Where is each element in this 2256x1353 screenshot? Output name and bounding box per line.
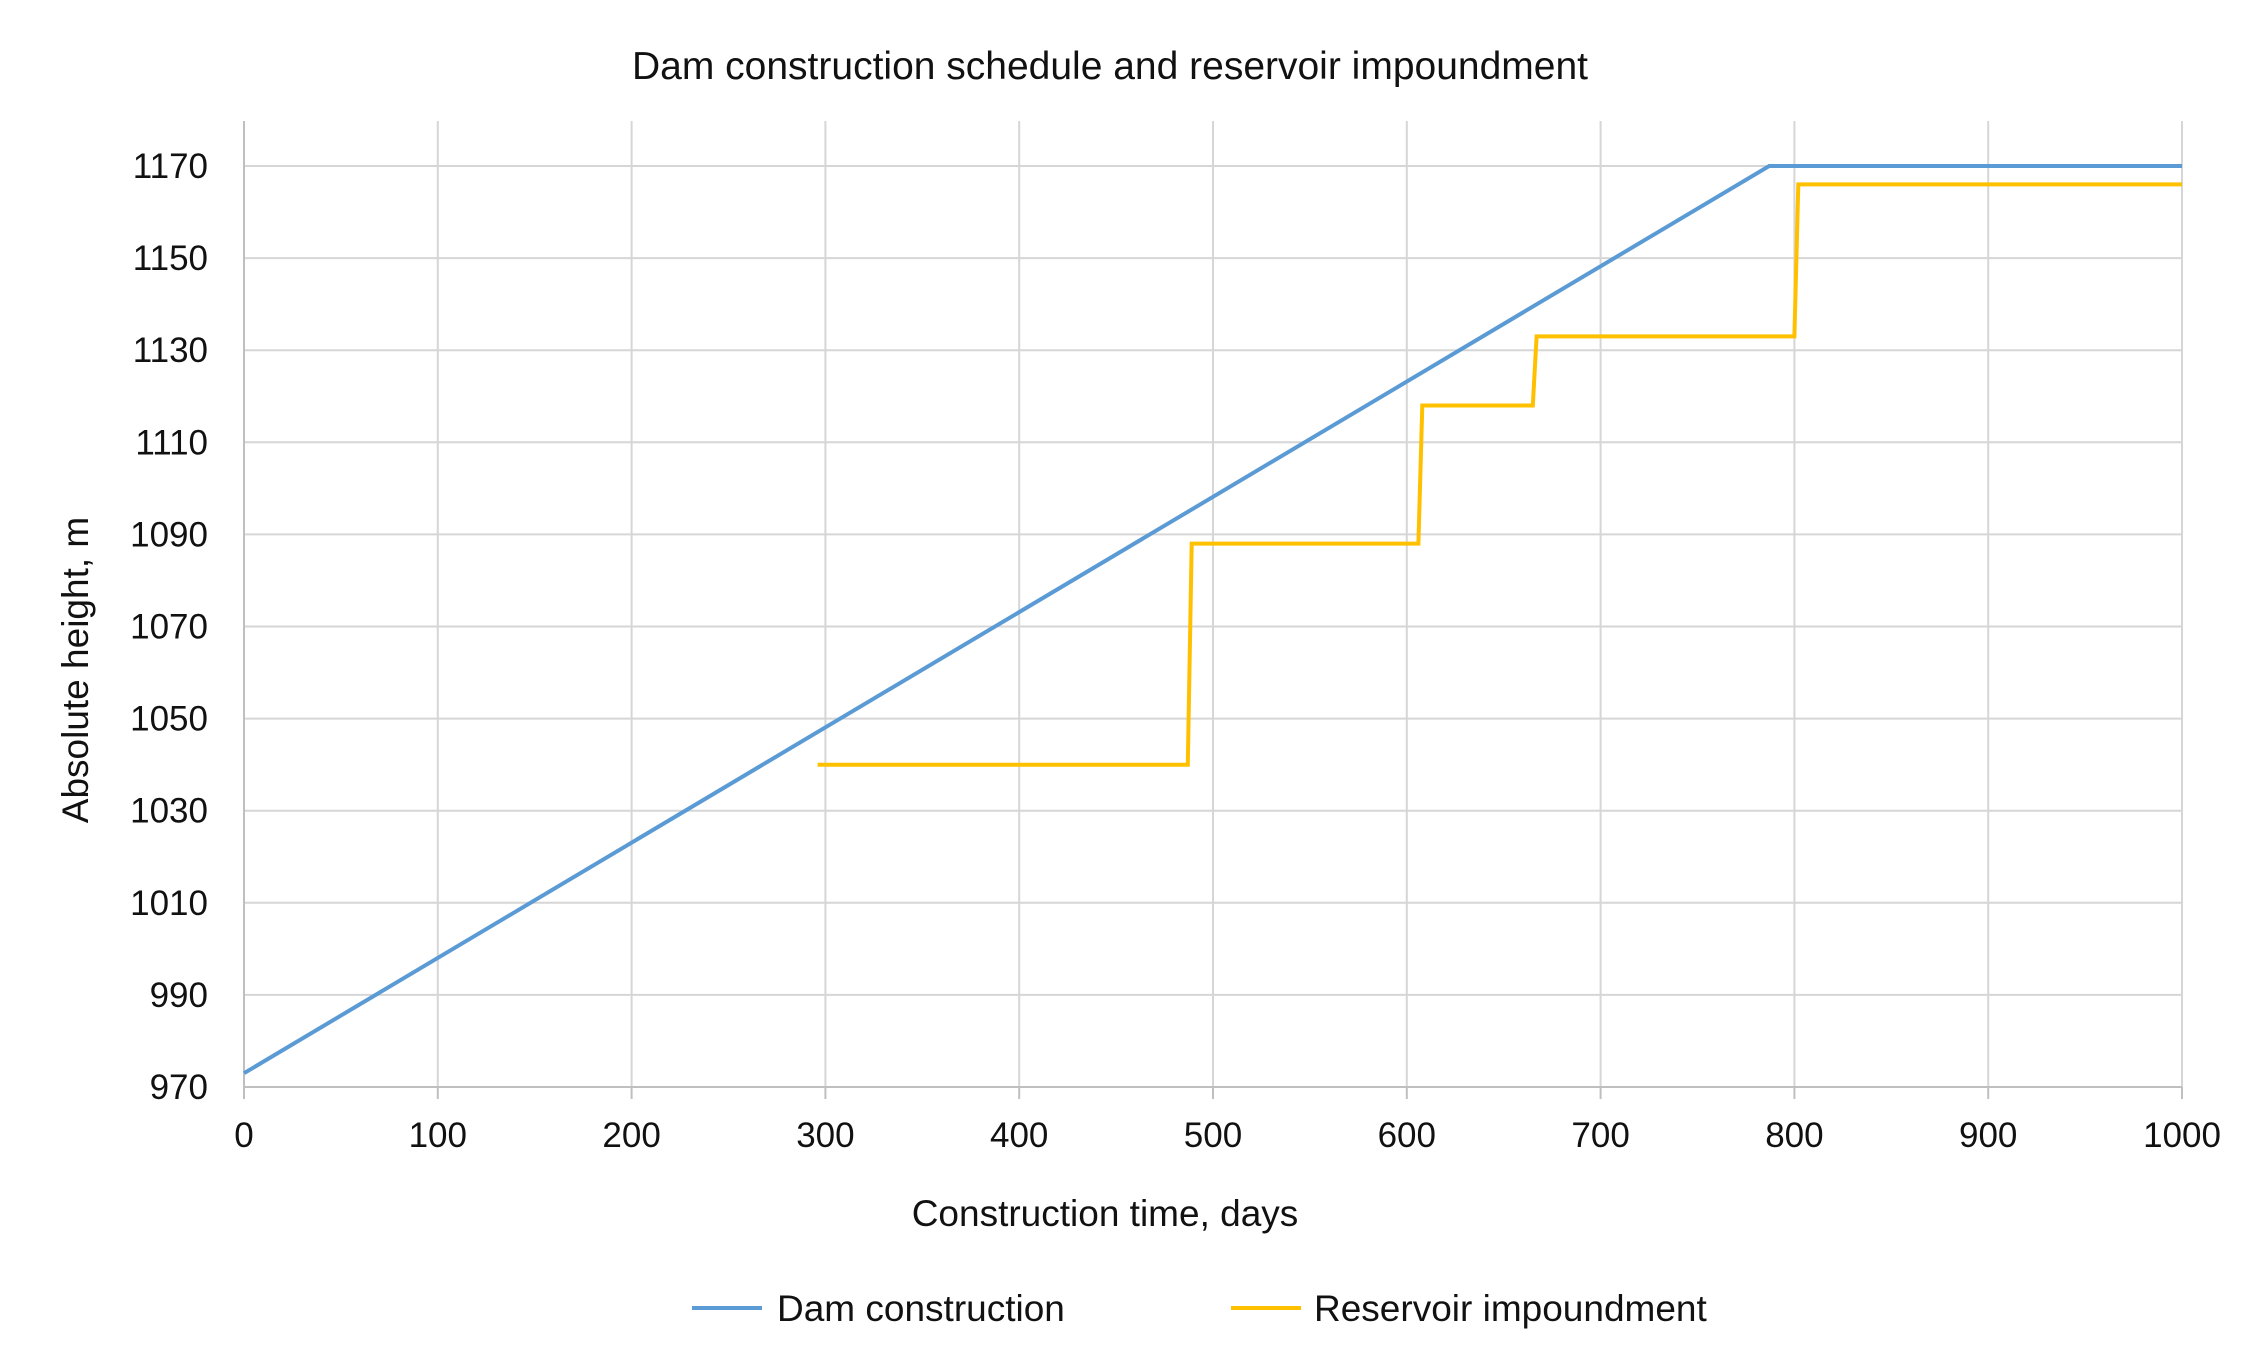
x-tick-label: 700 bbox=[1571, 1116, 1629, 1155]
x-tick-label: 100 bbox=[409, 1116, 467, 1155]
x-tick-label: 800 bbox=[1765, 1116, 1823, 1155]
x-tick-label: 400 bbox=[990, 1116, 1048, 1155]
y-tick-label: 970 bbox=[150, 1068, 208, 1107]
x-tick-label: 300 bbox=[796, 1116, 854, 1155]
x-tick-labels: 0 100 200 300 400 500 600 700 800 900 1000 bbox=[234, 1116, 2221, 1155]
y-tick-label: 1030 bbox=[130, 792, 208, 831]
y-tick-label: 1150 bbox=[133, 239, 208, 278]
x-axis-title: Construction time, days bbox=[912, 1193, 1299, 1234]
legend: Dam construction Reservoir impoundment bbox=[692, 1288, 1708, 1329]
y-tick-label: 1050 bbox=[130, 700, 208, 739]
axes bbox=[243, 121, 2183, 1099]
x-tick-label: 500 bbox=[1184, 1116, 1242, 1155]
y-tick-label: 1130 bbox=[133, 331, 208, 370]
y-tick-label: 1090 bbox=[130, 515, 208, 554]
y-tick-labels: 970 990 1010 1030 1050 1070 1090 1110 1130 1150 11… bbox=[130, 147, 208, 1107]
legend-label-dam-construction: Dam construction bbox=[777, 1288, 1065, 1329]
x-tick-label: 1000 bbox=[2143, 1116, 2221, 1155]
series-line-dam-construction bbox=[242, 164, 2182, 1075]
x-tick-label: 200 bbox=[602, 1116, 660, 1155]
y-tick-label: 1070 bbox=[130, 608, 208, 647]
y-tick-label: 1010 bbox=[130, 884, 208, 923]
grid bbox=[244, 121, 2183, 1087]
y-tick-label: 990 bbox=[150, 976, 208, 1015]
series-lines bbox=[242, 164, 2182, 1075]
y-tick-label: 1110 bbox=[135, 423, 208, 462]
chart-title: Dam construction schedule and reservoir … bbox=[632, 45, 1588, 88]
series-line-reservoir-impoundment bbox=[817, 182, 2182, 767]
y-axis-title: Absolute height, m bbox=[55, 517, 96, 823]
legend-label-reservoir-impoundment: Reservoir impoundment bbox=[1314, 1288, 1708, 1329]
x-tick-label: 0 bbox=[234, 1116, 253, 1155]
y-tick-label: 1170 bbox=[133, 147, 208, 186]
x-tick-label: 900 bbox=[1959, 1116, 2017, 1155]
x-tick-label: 600 bbox=[1378, 1116, 1436, 1155]
